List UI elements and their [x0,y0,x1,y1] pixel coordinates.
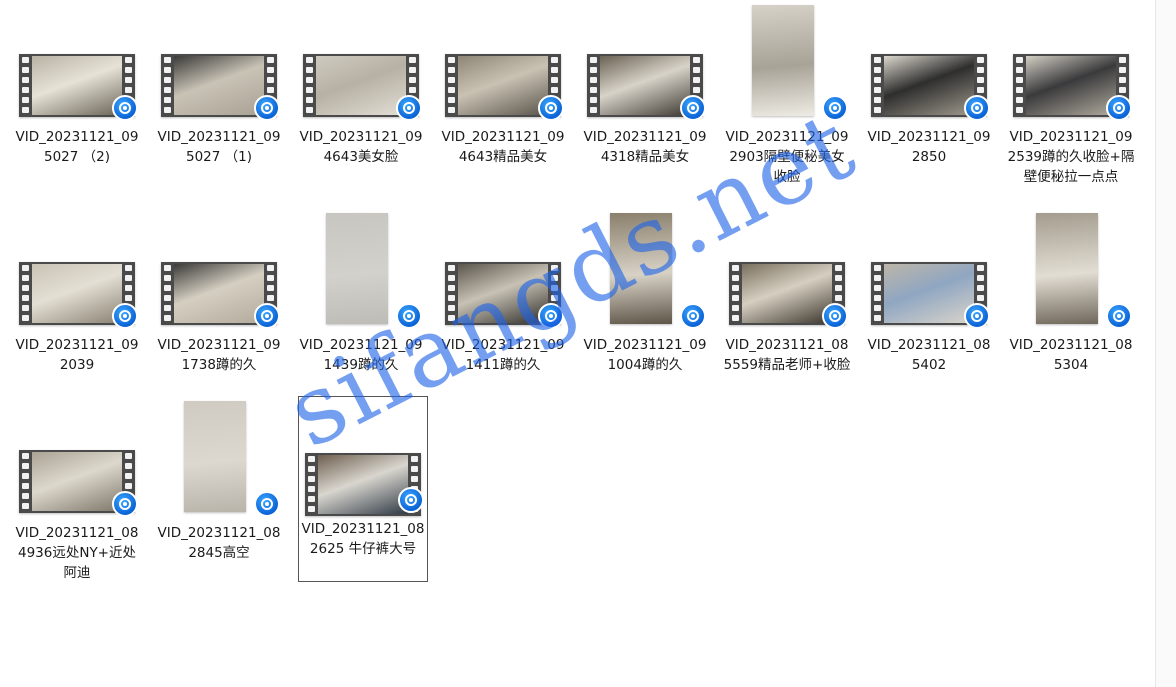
film-perforation-strip [303,54,316,117]
video-file-item[interactable]: VID_20231121_095027 （2) [12,0,142,186]
video-thumbnail [19,54,135,117]
video-thumbnail [326,213,388,324]
file-name-label: VID_20231121_092539蹲的久收脸+隔壁便秘拉一点点 [1007,129,1135,185]
video-player-icon [1106,303,1132,329]
video-file-item[interactable]: VID_20231121_094318精品美女 [580,0,710,186]
video-frame-preview [316,56,406,115]
video-frame-preview [318,455,408,514]
video-thumbnail [871,54,987,117]
video-file-item[interactable]: VID_20231121_092539蹲的久收脸+隔壁便秘拉一点点 [1006,0,1136,186]
video-file-item[interactable]: VID_20231121_095027 （1) [154,0,284,186]
video-thumbnail [184,401,246,512]
film-perforation-strip [305,453,318,516]
video-file-item[interactable]: VID_20231121_085402 [864,208,994,394]
video-file-item[interactable]: VID_20231121_094643美女脸 [296,0,426,186]
film-perforation-strip [19,262,32,325]
video-player-icon [538,303,564,329]
video-file-item[interactable]: VID_20231121_082845高空 [154,396,284,582]
video-file-item[interactable]: VID_20231121_084936远处NY+近处阿迪 [12,396,142,582]
video-player-icon [1106,95,1132,121]
file-name-label: VID_20231121_082625 牛仔裤大号 [301,521,425,557]
file-name-label: VID_20231121_091738蹲的久 [157,337,281,373]
film-perforation-strip [587,54,600,117]
file-name-label: VID_20231121_092039 [15,337,139,373]
file-name-label: VID_20231121_094643精品美女 [441,129,565,165]
video-file-item[interactable]: VID_20231121_091439蹲的久 [296,208,426,394]
film-perforation-strip [871,54,884,117]
film-perforation-strip [161,54,174,117]
file-name-label: VID_20231121_085304 [1009,337,1133,373]
video-frame-preview [884,264,974,323]
video-player-icon [112,95,138,121]
film-perforation-strip [19,54,32,117]
film-perforation-strip [19,450,32,513]
video-frame-preview [32,264,122,323]
vertical-scrollbar[interactable] [1155,0,1176,687]
file-name-label: VID_20231121_091411蹲的久 [441,337,565,373]
video-thumbnail [19,450,135,513]
file-name-label: VID_20231121_092903隔壁便秘美女收脸 [725,129,849,185]
film-perforation-strip [871,262,884,325]
file-name-label: VID_20231121_095027 （2) [15,129,139,165]
file-name-label: VID_20231121_094643美女脸 [299,129,423,165]
file-name-label: VID_20231121_085402 [867,337,991,373]
video-frame-preview [742,264,832,323]
video-file-item[interactable]: VID_20231121_085304 [1006,208,1136,394]
video-thumbnail [752,5,814,116]
file-name-label: VID_20231121_092850 [867,129,991,165]
video-frame-preview [174,56,264,115]
video-player-icon [254,95,280,121]
video-frame-preview [174,264,264,323]
film-perforation-strip [445,262,458,325]
video-file-item[interactable]: VID_20231121_085559精品老师+收脸 [722,208,852,394]
video-player-icon [964,303,990,329]
video-frame-preview [32,452,122,511]
video-player-icon [964,95,990,121]
film-perforation-strip [729,262,742,325]
video-file-item[interactable]: VID_20231121_092850 [864,0,994,186]
video-frame-preview [600,56,690,115]
film-perforation-strip [161,262,174,325]
video-player-icon [680,95,706,121]
file-name-label: VID_20231121_085559精品老师+收脸 [723,337,851,373]
video-file-item[interactable]: VID_20231121_092039 [12,208,142,394]
video-player-icon [254,491,280,517]
video-player-icon [112,491,138,517]
video-file-item[interactable]: VID_20231121_094643精品美女 [438,0,568,186]
video-player-icon [822,95,848,121]
video-player-icon [396,303,422,329]
film-perforation-strip [1013,54,1026,117]
video-thumbnail [19,262,135,325]
video-thumbnail [1036,213,1098,324]
video-thumbnail [445,54,561,117]
video-thumbnail [610,213,672,324]
video-player-icon [396,95,422,121]
film-perforation-strip [445,54,458,117]
video-frame-preview [458,264,548,323]
video-player-icon [538,95,564,121]
video-player-icon [112,303,138,329]
video-frame-preview [458,56,548,115]
video-player-icon [822,303,848,329]
video-thumbnail [1013,54,1129,117]
video-player-icon [680,303,706,329]
file-name-label: VID_20231121_084936远处NY+近处阿迪 [15,525,139,581]
video-file-item[interactable]: VID_20231121_091738蹲的久 [154,208,284,394]
file-name-label: VID_20231121_094318精品美女 [583,129,707,165]
file-name-label: VID_20231121_091004蹲的久 [583,337,707,373]
video-frame-preview [1026,56,1116,115]
video-frame-preview [884,56,974,115]
video-frame-preview [32,56,122,115]
video-file-item[interactable]: VID_20231121_091004蹲的久 [580,208,710,394]
video-file-item[interactable]: VID_20231121_092903隔壁便秘美女收脸 [722,0,852,186]
video-file-item[interactable]: VID_20231121_082625 牛仔裤大号 [298,396,428,582]
file-name-label: VID_20231121_091439蹲的久 [299,337,423,373]
file-name-label: VID_20231121_095027 （1) [157,129,281,165]
video-player-icon [398,487,424,513]
video-file-item[interactable]: VID_20231121_091411蹲的久 [438,208,568,394]
video-player-icon [254,303,280,329]
file-name-label: VID_20231121_082845高空 [157,525,281,561]
